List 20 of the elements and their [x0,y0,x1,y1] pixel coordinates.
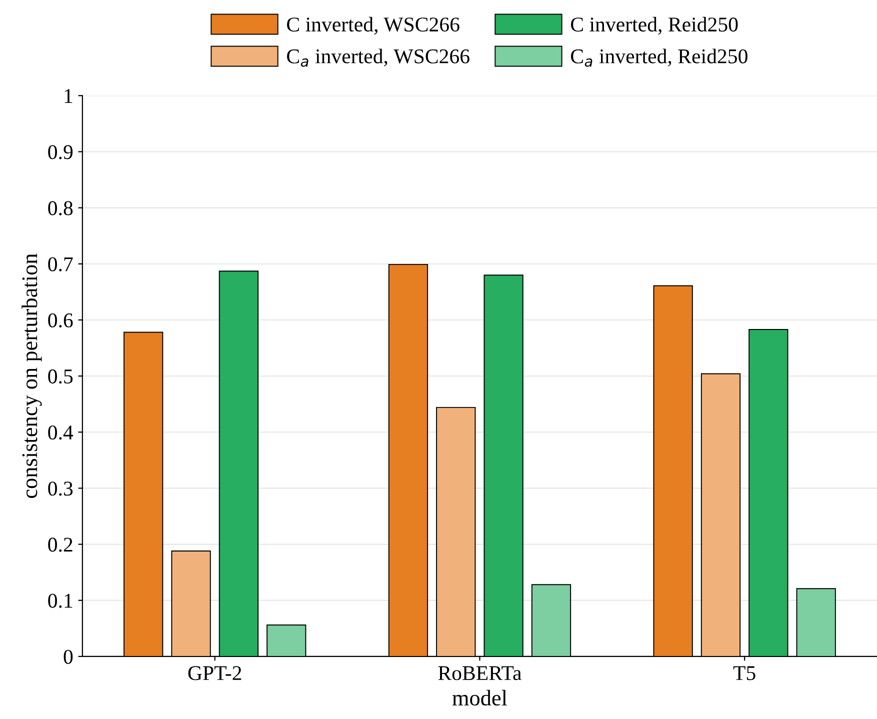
y-tick-label: 0.9 [48,145,73,160]
y-tick-label: 0.4 [48,425,74,440]
x-axis-title: model [452,690,508,706]
y-tick-label: 0.6 [48,313,73,328]
legend-label: C$_{a}$ inverted, Reid250 [570,48,748,67]
x-tick-label: GPT-2 [188,666,242,680]
y-tick-label: 0.7 [48,257,73,272]
y-tick-label: 0.2 [48,538,72,552]
y-axis-title: consistency on perturbation [22,254,42,498]
legend-label: C inverted, Reid250 [570,16,738,35]
y-tick-label: 0.1 [48,594,72,608]
y-tick-label: 0.8 [48,201,73,216]
y-tick-label: 0.3 [48,482,73,496]
x-tick-label: T5 [733,666,756,680]
y-tick-label: 0 [64,650,73,664]
y-tick-label: 0.5 [48,369,73,384]
x-tick-label: RoBERTa [438,666,522,680]
legend-label: C inverted, WSC266 [287,16,460,35]
y-tick-label: 1 [64,89,72,103]
legend-label: C$_{a}$ inverted, WSC266 [287,48,470,67]
